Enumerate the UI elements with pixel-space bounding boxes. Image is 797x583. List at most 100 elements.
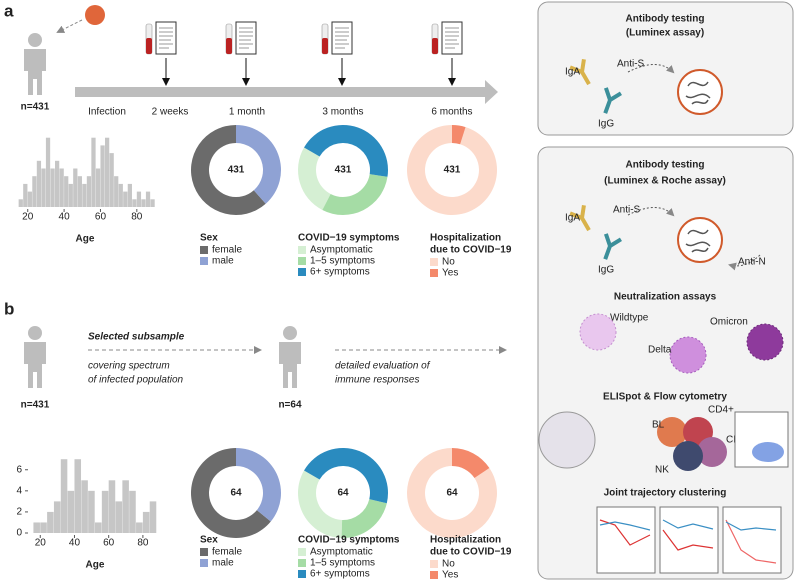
timeline-label: Infection — [88, 107, 126, 118]
legend-label: 6+ symptoms — [310, 569, 370, 580]
bar — [100, 145, 105, 207]
label: IgG — [598, 265, 614, 276]
bar — [73, 168, 78, 207]
bar — [40, 522, 47, 533]
bar — [149, 501, 157, 533]
label: Wildtype — [610, 313, 649, 324]
box-title: Antibody testing — [626, 160, 705, 171]
legend-label: No — [442, 559, 455, 570]
bar — [18, 199, 23, 207]
chart-title: Sex — [200, 233, 218, 244]
bar — [53, 501, 61, 533]
cell — [657, 417, 687, 447]
bar — [115, 501, 123, 533]
arrow — [627, 207, 675, 217]
virus-icon — [746, 323, 784, 361]
bar — [150, 199, 155, 207]
bar — [77, 176, 82, 207]
bar — [141, 199, 146, 207]
box-title: (Luminex assay) — [626, 28, 704, 39]
legend-swatch — [298, 257, 306, 265]
legend-label: No — [442, 257, 455, 268]
label: Anti-S — [617, 59, 645, 70]
timeline-label: 2 weeks — [152, 107, 189, 118]
sample-icon — [225, 21, 257, 55]
donut-segment — [407, 448, 498, 539]
donut-segment — [341, 499, 387, 538]
person-icon — [24, 33, 46, 95]
step-text: covering spectrum — [88, 361, 170, 372]
bar — [136, 522, 143, 533]
virus-icon — [85, 5, 105, 25]
label: NK — [655, 465, 669, 476]
panel-a: a n=431 — [4, 1, 498, 113]
bar — [82, 183, 87, 207]
legend-swatch — [298, 246, 306, 254]
bar — [145, 191, 151, 207]
chart-title: COVID−19 symptoms — [298, 233, 400, 244]
donut-center: 431 — [444, 165, 461, 176]
cell — [697, 437, 727, 467]
virus-icon — [677, 69, 723, 115]
x-tick-label: 80 — [131, 212, 143, 223]
bar — [59, 168, 64, 207]
box — [537, 1, 794, 136]
bar — [136, 191, 142, 207]
legend-label: female — [212, 547, 242, 558]
bar — [101, 490, 109, 533]
panel-label: a — [4, 1, 14, 20]
legend-swatch — [298, 548, 306, 556]
legend-label: 6+ symptoms — [310, 267, 370, 278]
bar — [118, 183, 123, 207]
donut-segment — [236, 125, 281, 204]
bar — [123, 191, 128, 207]
step-title: Selected subsample — [88, 332, 185, 343]
bar — [50, 168, 55, 207]
bar — [60, 459, 68, 533]
donut-segment — [304, 125, 388, 177]
person-icon — [279, 326, 301, 388]
section-title: ELISpot & Flow cytometry — [603, 392, 727, 403]
bar — [36, 160, 42, 207]
bar — [23, 183, 28, 207]
legend-swatch — [430, 269, 438, 277]
box-title: Antibody testing — [626, 14, 705, 25]
timeline-label: 6 months — [431, 107, 472, 118]
x-tick-label: 80 — [137, 538, 149, 549]
donut-segment — [236, 448, 281, 522]
bar — [114, 176, 119, 207]
legend-label: male — [212, 256, 234, 267]
timeline-arrow — [75, 80, 498, 104]
bar — [109, 153, 114, 207]
bar — [127, 183, 132, 207]
y-tick-label: 6 — [16, 464, 22, 475]
bar — [41, 168, 46, 207]
bar — [122, 480, 129, 533]
bar — [32, 176, 37, 207]
donut-center: 64 — [337, 488, 349, 499]
n-label: n=64 — [278, 400, 302, 411]
sample-icon — [321, 21, 353, 55]
label: CD4+ — [708, 405, 734, 416]
timeline-label: 3 months — [322, 107, 363, 118]
legend-label: 1–5 symptoms — [310, 558, 375, 569]
x-tick-label: 40 — [59, 212, 71, 223]
axis-label: Age — [86, 560, 105, 571]
label: IgA — [565, 67, 580, 78]
bar — [67, 490, 75, 533]
panel-label: b — [4, 299, 14, 318]
donut-segment — [298, 147, 331, 210]
bar — [91, 137, 96, 207]
label: Anti-S — [613, 205, 641, 216]
donut-center: 431 — [228, 165, 245, 176]
chart-title: Hospitalization — [430, 233, 501, 244]
person-icon — [24, 326, 46, 388]
bar — [105, 137, 110, 207]
virus-icon — [669, 336, 707, 374]
bar — [27, 191, 32, 207]
x-tick-label: 20 — [22, 212, 34, 223]
bar — [47, 511, 54, 533]
down-arrows — [162, 58, 456, 86]
legend-label: Yes — [442, 268, 458, 279]
